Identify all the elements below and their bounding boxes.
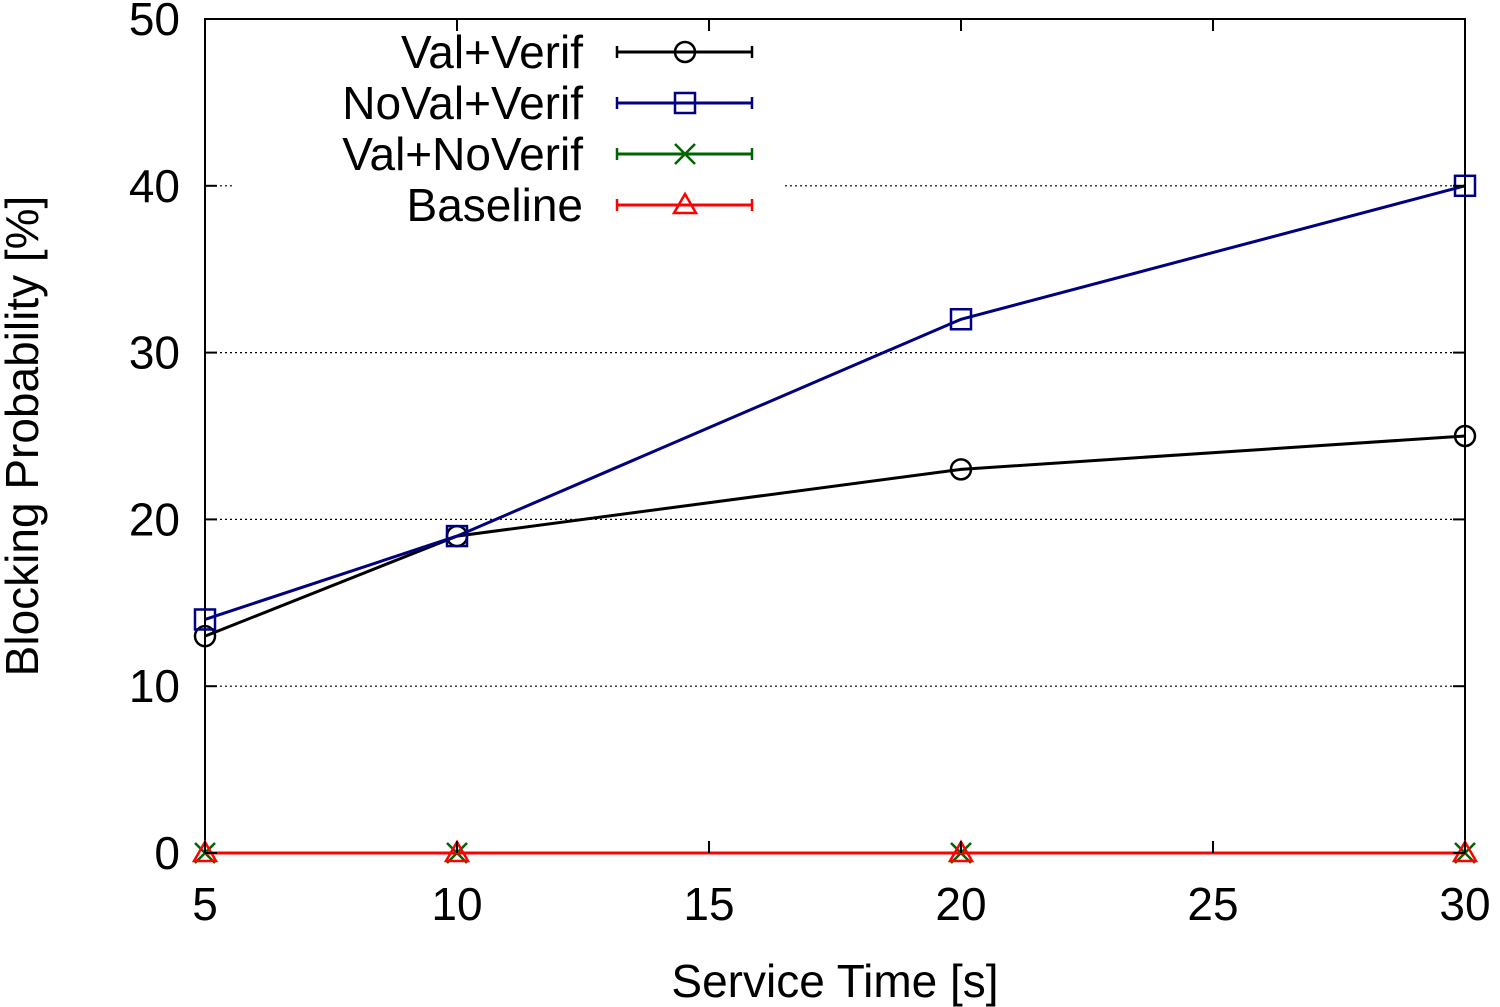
y-axis-title: Blocking Probability [%] xyxy=(0,196,48,677)
data-point-square-icon xyxy=(193,608,217,631)
x-tick-label: 30 xyxy=(1439,878,1490,930)
series-Baseline xyxy=(191,839,1479,863)
y-tick-label: 40 xyxy=(129,160,180,212)
legend-entry: NoVal+Verif xyxy=(342,77,754,129)
x-tick-label: 5 xyxy=(192,878,218,930)
data-point-triangle-icon xyxy=(191,839,219,863)
data-point-circle-icon xyxy=(1453,424,1477,448)
legend-entry: Val+Verif xyxy=(401,26,754,78)
data-point-circle-icon xyxy=(949,458,973,481)
data-point-circle-icon xyxy=(193,624,217,648)
series-line xyxy=(204,184,1466,621)
ticks-layer: 5 10 15 20 25 30 0 10 20 30 40 50 xyxy=(129,0,1491,930)
x-axis-title: Service Time [s] xyxy=(671,955,998,1007)
triangle-icon xyxy=(671,191,699,215)
legend-label: Baseline xyxy=(407,179,583,231)
y-tick-label: 0 xyxy=(154,827,180,879)
legend-entry: Val+NoVerif xyxy=(342,128,754,180)
data-point-triangle-icon xyxy=(443,839,471,863)
legend-label: NoVal+Verif xyxy=(342,77,583,129)
legend-label: Val+Verif xyxy=(401,26,583,78)
y-tick-label: 20 xyxy=(129,493,180,545)
x-tick-label: 20 xyxy=(935,878,986,930)
series-NoVal+Verif xyxy=(193,174,1477,631)
data-point-square-icon xyxy=(445,524,469,548)
y-tick-label: 10 xyxy=(129,660,180,712)
legend-entry: Baseline xyxy=(407,179,754,231)
y-tick-label: 50 xyxy=(129,0,180,45)
y-tick-label: 30 xyxy=(129,327,180,379)
square-icon xyxy=(673,91,697,115)
legend-label: Val+NoVerif xyxy=(342,128,583,180)
x-tick-label: 25 xyxy=(1187,878,1238,930)
grid-layer xyxy=(205,185,1465,687)
series-line xyxy=(204,434,1466,638)
data-point-square-icon xyxy=(949,307,973,331)
data-point-triangle-icon xyxy=(947,839,975,863)
series-Val+Verif xyxy=(193,424,1477,648)
circle-icon xyxy=(673,40,697,64)
x-tick-label: 10 xyxy=(431,878,482,930)
data-point-triangle-icon xyxy=(1451,839,1479,863)
cross-icon xyxy=(674,143,696,165)
x-tick-label: 15 xyxy=(683,878,734,930)
